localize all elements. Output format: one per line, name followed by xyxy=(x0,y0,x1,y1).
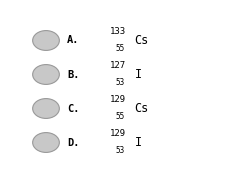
Circle shape xyxy=(33,65,59,84)
Text: 55: 55 xyxy=(116,112,125,121)
Text: Cs: Cs xyxy=(135,102,149,115)
Text: 127: 127 xyxy=(110,61,126,70)
Text: I: I xyxy=(135,68,142,81)
Text: 133: 133 xyxy=(110,27,126,36)
Text: B.: B. xyxy=(67,70,79,79)
Circle shape xyxy=(33,99,59,118)
Circle shape xyxy=(33,133,59,152)
Text: 53: 53 xyxy=(116,146,125,155)
Text: C.: C. xyxy=(67,104,79,114)
Circle shape xyxy=(33,31,59,50)
Text: Cs: Cs xyxy=(135,34,149,47)
Text: 129: 129 xyxy=(110,129,126,138)
Text: 53: 53 xyxy=(116,78,125,87)
Text: D.: D. xyxy=(67,137,79,148)
Text: 129: 129 xyxy=(110,95,126,104)
Text: A.: A. xyxy=(67,36,79,45)
Text: I: I xyxy=(135,136,142,149)
Text: 55: 55 xyxy=(116,44,125,53)
